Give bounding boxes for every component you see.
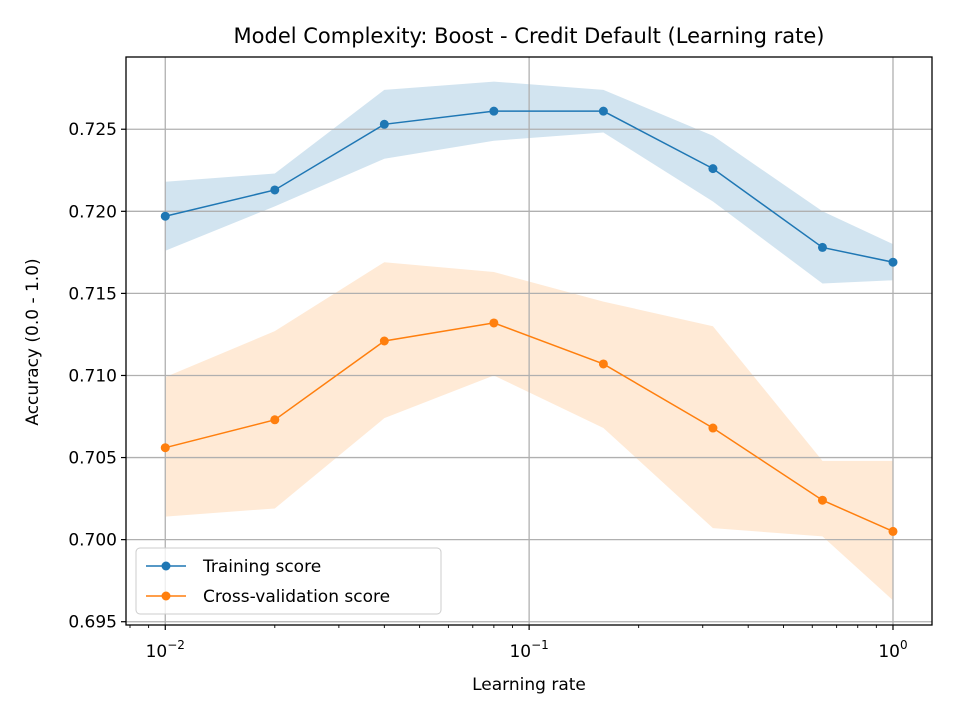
series-line-1 (165, 322, 894, 533)
legend-label: Cross-validation score (203, 587, 390, 607)
y-tick-label: 0.695 (68, 613, 117, 633)
data-point (708, 164, 718, 174)
data-point (160, 443, 170, 453)
data-point (160, 211, 170, 221)
data-point (598, 106, 608, 116)
confidence-band-1 (165, 262, 893, 601)
data-point (598, 359, 608, 369)
data-point (817, 495, 827, 505)
data-point (489, 318, 499, 328)
y-tick-label: 0.700 (68, 531, 117, 551)
legend: Training score Cross-validation score (135, 547, 442, 615)
x-tick-label: 10−1 (509, 638, 548, 662)
y-tick-label: 0.710 (68, 366, 117, 386)
y-tick-label: 0.725 (68, 120, 117, 140)
plot-area: 0.695 0.700 0.705 0.710 0.715 0.720 0.725 10−2 1… (68, 56, 933, 662)
chart-title: Model Complexity: Boost - Credit Default… (234, 24, 825, 48)
y-tick-label: 0.705 (68, 449, 117, 469)
x-axis-label: Learning rate (472, 675, 586, 695)
x-tick-label: 100 (878, 638, 907, 662)
y-tick-label: 0.720 (68, 202, 117, 222)
legend-label: Training score (202, 557, 321, 577)
x-tick-label: 10−2 (146, 638, 185, 662)
y-tick-label: 0.715 (68, 284, 117, 304)
data-point (379, 336, 389, 346)
data-point (379, 119, 389, 129)
data-point (708, 423, 718, 433)
data-point (888, 257, 898, 267)
legend-box (135, 547, 442, 615)
data-point (270, 415, 280, 425)
legend-marker (161, 591, 171, 601)
data-point (888, 526, 898, 536)
series-line-0 (165, 110, 894, 263)
data-point (817, 242, 827, 252)
confidence-band-0 (165, 81, 893, 284)
legend-marker (161, 561, 171, 571)
data-point (489, 106, 499, 116)
data-point (270, 185, 280, 195)
y-axis-label: Accuracy (0.0 - 1.0) (23, 258, 43, 425)
